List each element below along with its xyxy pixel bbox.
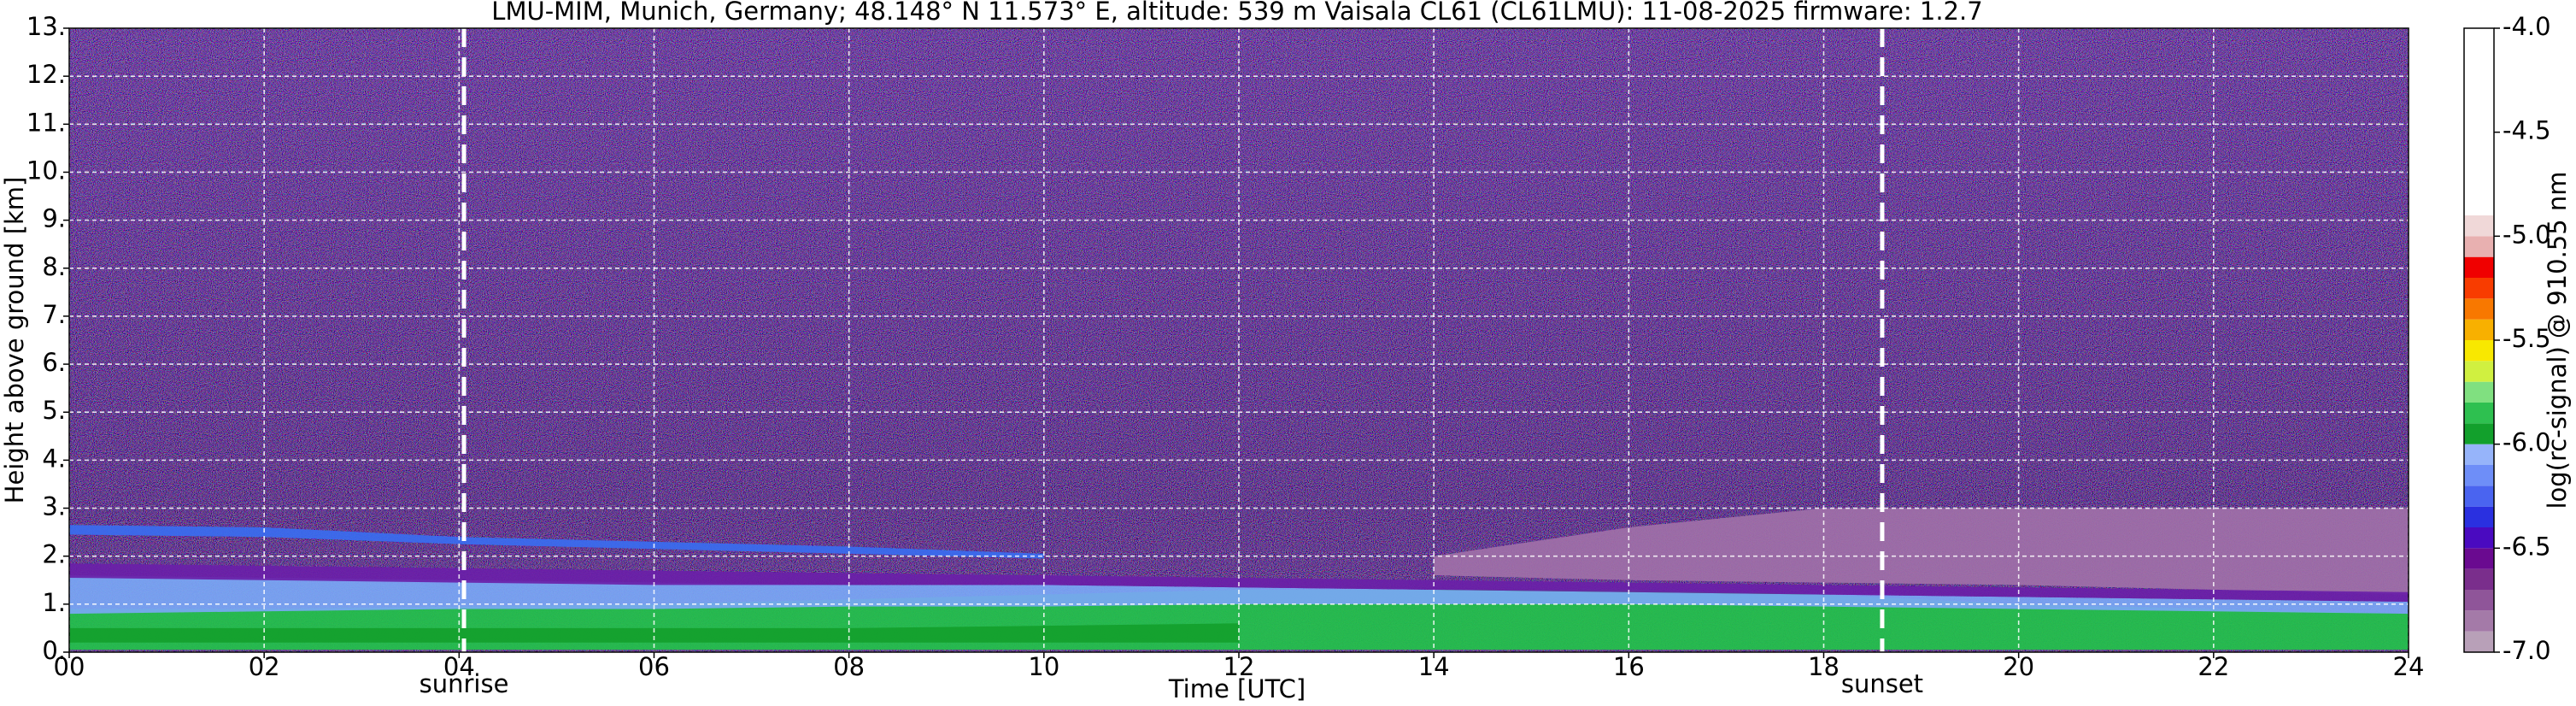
colorbar-swatch — [2464, 319, 2494, 340]
colorbar-tick-label: -7.0 — [2503, 636, 2551, 665]
y-tick-label: 2. — [42, 540, 66, 569]
chart-title: LMU-MIM, Munich, Germany; 48.148° N 11.5… — [491, 0, 1982, 26]
colorbar-swatch — [2464, 631, 2494, 652]
colorbar-swatch — [2464, 465, 2494, 486]
x-tick-label: 14 — [1418, 652, 1450, 681]
y-axis-label: Height above ground [km] — [0, 177, 29, 504]
colorbar-swatch — [2464, 215, 2494, 237]
colorbar-swatch — [2464, 590, 2494, 611]
x-tick-label: 08 — [833, 652, 865, 681]
colorbar-tick-label: -4.5 — [2503, 116, 2551, 145]
colorbar-swatch — [2464, 485, 2494, 507]
y-tick-label: 5. — [42, 396, 66, 425]
colorbar-swatch — [2464, 610, 2494, 632]
x-axis-label: Time [UTC] — [1168, 674, 1306, 703]
y-tick-label: 3. — [42, 492, 66, 521]
colorbar-swatch — [2464, 403, 2494, 424]
colorbar-swatch — [2464, 340, 2494, 362]
y-tick-label: 0. — [42, 636, 66, 665]
y-tick-label: 11. — [26, 108, 66, 137]
signal-layer — [69, 623, 1239, 643]
colorbar-swatch — [2464, 278, 2494, 299]
colorbar-swatch — [2464, 527, 2494, 549]
colorbar-tick-label: -5.5 — [2503, 324, 2551, 353]
colorbar-swatch — [2464, 506, 2494, 527]
colorbar-tick-label: -4.0 — [2503, 12, 2551, 41]
colorbar-tick-label: -6.0 — [2503, 428, 2551, 457]
signal-layer — [1434, 508, 2409, 595]
colorbar-swatch — [2464, 568, 2494, 590]
x-tick-label: 12 — [1223, 652, 1255, 681]
signal-layer — [69, 525, 1044, 559]
x-tick-label: 06 — [638, 652, 670, 681]
x-tick-label: 10 — [1028, 652, 1059, 681]
colorbar-tick-label: -6.5 — [2503, 532, 2551, 561]
y-tick-label: 4. — [42, 444, 66, 473]
colorbar-swatch — [2464, 444, 2494, 465]
x-tick-label: 20 — [2003, 652, 2034, 681]
colorbar-swatch — [2464, 548, 2494, 569]
y-tick-label: 8. — [42, 252, 66, 281]
colorbar-swatch — [2464, 298, 2494, 320]
colorbar-label: log(rc-signal) @ 910.55 nm — [2543, 171, 2572, 509]
colorbar-swatch — [2464, 423, 2494, 444]
y-tick-label: 9. — [42, 204, 66, 233]
y-tick-label: 13. — [26, 12, 66, 41]
colorbar-tick-label: -5.0 — [2503, 220, 2551, 249]
x-tick-label: 02 — [249, 652, 280, 681]
x-tick-label: 24 — [2393, 652, 2425, 681]
colorbar-swatch — [2464, 256, 2494, 278]
x-tick-label: 04 — [443, 652, 475, 681]
y-tick-label: 7. — [42, 300, 66, 329]
annotation-label: sunrise — [420, 669, 509, 698]
colorbar-swatch — [2464, 361, 2494, 382]
x-tick-label: 00 — [54, 652, 85, 681]
plot-area — [69, 28, 2409, 652]
y-tick-label: 10. — [26, 156, 66, 185]
annotation-label: sunset — [1841, 669, 1923, 698]
y-tick-label: 1. — [42, 588, 66, 617]
x-tick-label: 18 — [1808, 652, 1840, 681]
y-tick-label: 12. — [26, 60, 66, 89]
colorbar-swatch — [2464, 236, 2494, 257]
colorbar-swatch — [2464, 381, 2494, 403]
x-tick-label: 22 — [2198, 652, 2229, 681]
x-tick-label: 16 — [1613, 652, 1645, 681]
y-tick-label: 6. — [42, 348, 66, 377]
